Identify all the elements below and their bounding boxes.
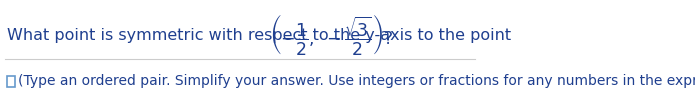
- Text: (Type an ordered pair. Simplify your answer. Use integers or fractions for any n: (Type an ordered pair. Simplify your ans…: [18, 74, 695, 88]
- Text: $\left(-\dfrac{1}{2},\ -\dfrac{\sqrt{3}}{2}\right)$?: $\left(-\dfrac{1}{2},\ -\dfrac{\sqrt{3}}…: [270, 12, 394, 57]
- Text: What point is symmetric with respect to the y-axis to the point: What point is symmetric with respect to …: [7, 28, 511, 43]
- Bar: [7, 76, 15, 87]
